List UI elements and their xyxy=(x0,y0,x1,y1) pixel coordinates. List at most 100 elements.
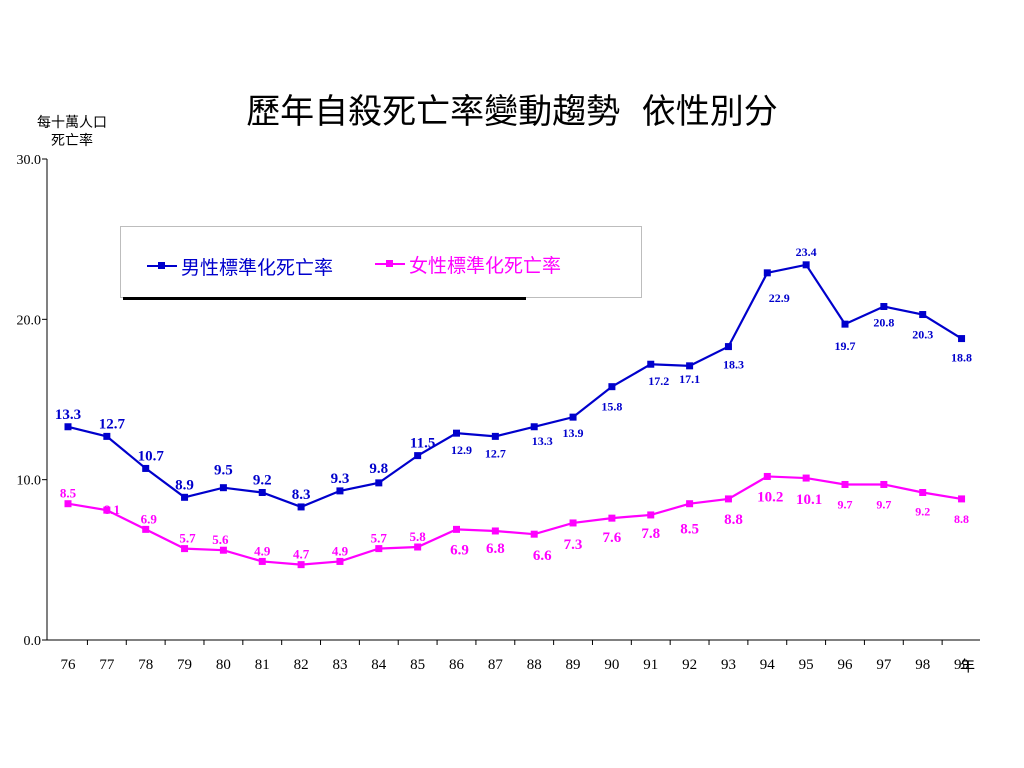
data-label-male: 12.9 xyxy=(451,443,472,457)
x-tick-label: 88 xyxy=(527,657,542,673)
data-label-female: 9.2 xyxy=(915,504,930,518)
x-tick-label: 98 xyxy=(915,657,930,673)
data-point-male xyxy=(336,487,344,495)
data-point-male xyxy=(841,320,849,328)
legend-item-male: 男性標準化死亡率 xyxy=(147,251,333,281)
data-point-male xyxy=(608,383,616,391)
data-point-male xyxy=(258,488,266,496)
data-point-male xyxy=(491,432,499,440)
data-point-male xyxy=(414,452,422,460)
data-label-male: 10.7 xyxy=(138,448,165,464)
data-label-female: 8.1 xyxy=(104,502,120,517)
data-label-female: 10.1 xyxy=(796,492,822,508)
x-tick-label: 81 xyxy=(255,657,270,673)
data-label-male: 19.7 xyxy=(835,339,856,353)
data-label-female: 4.9 xyxy=(332,543,349,558)
data-point-female xyxy=(530,530,538,538)
x-tick-label: 82 xyxy=(294,657,309,673)
data-label-female: 7.3 xyxy=(564,537,583,553)
data-point-male xyxy=(647,360,655,368)
legend-label-male: 男性標準化死亡率 xyxy=(181,256,334,279)
x-tick-label: 93 xyxy=(721,657,736,673)
data-point-male xyxy=(64,423,72,431)
data-point-female xyxy=(258,557,266,565)
y-tick-label: 20.0 xyxy=(17,313,42,328)
x-tick-label: 95 xyxy=(799,657,814,673)
data-label-male: 17.2 xyxy=(648,374,669,388)
data-point-male xyxy=(686,362,694,370)
data-point-female xyxy=(103,506,111,514)
legend-swatch-female xyxy=(375,260,405,267)
data-label-female: 8.8 xyxy=(954,512,969,526)
data-label-female: 5.6 xyxy=(212,532,229,547)
x-tick-label: 96 xyxy=(838,657,854,673)
data-point-male xyxy=(219,484,227,492)
x-tick-label: 90 xyxy=(604,657,619,673)
data-point-female xyxy=(142,525,150,533)
data-point-male xyxy=(142,464,150,472)
legend: 男性標準化死亡率 女性標準化死亡率 xyxy=(120,226,642,298)
data-point-female xyxy=(958,495,966,503)
data-label-male: 13.9 xyxy=(563,426,584,440)
x-tick-label: 94 xyxy=(760,657,776,673)
data-label-female: 6.9 xyxy=(450,542,469,558)
data-label-female: 5.8 xyxy=(410,529,427,544)
data-point-female xyxy=(608,514,616,522)
data-label-male: 9.2 xyxy=(253,472,272,488)
data-point-male xyxy=(958,335,966,343)
data-point-male xyxy=(802,261,810,269)
data-label-male: 23.4 xyxy=(796,245,817,259)
data-label-male: 9.8 xyxy=(369,461,388,477)
data-point-male xyxy=(375,479,383,487)
data-point-female xyxy=(375,545,383,553)
data-point-female xyxy=(569,519,577,527)
series-line-female xyxy=(67,475,962,566)
data-label-male: 15.8 xyxy=(601,400,622,414)
data-label-male: 8.9 xyxy=(175,477,194,493)
data-label-female: 7.6 xyxy=(603,530,622,546)
y-unit-label-line2: 死亡率 xyxy=(51,133,93,149)
data-label-male: 20.8 xyxy=(873,316,894,330)
data-label-female: 6.9 xyxy=(141,511,158,526)
data-label-male: 11.5 xyxy=(410,436,435,452)
data-point-female xyxy=(414,543,422,551)
x-tick-label: 92 xyxy=(682,657,697,673)
data-label-male: 12.7 xyxy=(99,416,126,432)
data-point-male xyxy=(530,423,538,431)
y-tick-label: 10.0 xyxy=(17,474,42,489)
data-label-female: 4.9 xyxy=(254,543,271,558)
data-label-female: 9.7 xyxy=(876,497,891,511)
data-point-male xyxy=(763,269,771,277)
data-label-male: 22.9 xyxy=(769,291,790,305)
data-point-female xyxy=(453,525,460,533)
data-label-male: 9.3 xyxy=(331,471,350,487)
data-label-female: 9.7 xyxy=(838,497,853,511)
data-label-male: 18.8 xyxy=(951,351,972,365)
data-point-female xyxy=(724,495,732,503)
data-point-female xyxy=(336,557,344,565)
data-point-male xyxy=(569,413,577,421)
x-tick-label: 87 xyxy=(488,657,504,673)
data-label-male: 18.3 xyxy=(723,358,744,372)
data-label-female: 8.5 xyxy=(60,486,77,501)
data-label-male: 13.3 xyxy=(55,407,81,423)
legend-item-female: 女性標準化死亡率 xyxy=(375,249,561,279)
data-label-female: 4.7 xyxy=(293,547,310,562)
data-label-female: 6.6 xyxy=(533,548,552,564)
data-label-female: 5.7 xyxy=(371,531,388,546)
data-point-female xyxy=(491,527,499,535)
data-point-female xyxy=(219,546,227,554)
data-label-female: 8.8 xyxy=(724,512,743,528)
data-label-male: 20.3 xyxy=(912,328,933,342)
legend-label-female: 女性標準化死亡率 xyxy=(409,254,562,277)
data-point-male xyxy=(453,429,460,437)
data-point-male xyxy=(724,343,732,351)
data-point-female xyxy=(763,472,771,480)
data-point-female xyxy=(686,500,694,508)
data-point-male xyxy=(297,503,305,511)
data-label-female: 7.8 xyxy=(641,526,660,542)
data-point-male xyxy=(919,311,927,319)
x-tick-label: 97 xyxy=(876,657,892,673)
y-tick-label: 30.0 xyxy=(17,153,42,168)
